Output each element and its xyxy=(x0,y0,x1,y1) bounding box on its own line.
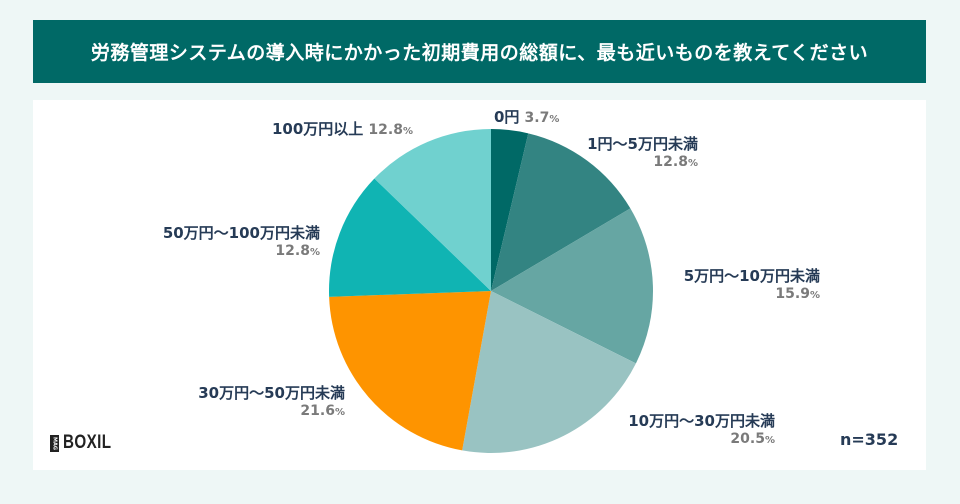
mag-logo-icon: MAG xyxy=(50,434,59,452)
pie-slice xyxy=(374,129,491,291)
label-1m-plus: 100万円以上 12.8% xyxy=(272,120,413,138)
label-0yen: 0円 3.7% xyxy=(494,108,560,126)
pie-slice xyxy=(491,129,529,291)
chart-title-bar: 労務管理システムの導入時にかかった初期費用の総額に、最も近いものを教えてください xyxy=(33,20,926,83)
chart-title: 労務管理システムの導入時にかかった初期費用の総額に、最も近いものを教えてください xyxy=(90,42,869,64)
sample-size: n=352 xyxy=(840,430,899,449)
label-1yen-50k: 1円〜5万円未満 12.8% xyxy=(587,135,698,170)
pie-slice xyxy=(491,208,654,364)
label-50k-100k: 5万円〜10万円未満 15.9% xyxy=(683,267,820,302)
pie-slice xyxy=(491,133,631,291)
label-500k-1m: 50万円〜100万円未満 12.8% xyxy=(162,224,320,259)
label-300k-500k: 30万円〜50万円未満 21.6% xyxy=(198,384,345,419)
label-100k-300k: 10万円〜30万円未満 20.5% xyxy=(628,412,775,447)
pie-slice xyxy=(462,291,636,454)
pie-slice xyxy=(329,291,491,451)
pie-slice xyxy=(329,178,491,297)
boxil-logo: MAG BOXIL xyxy=(50,432,112,453)
